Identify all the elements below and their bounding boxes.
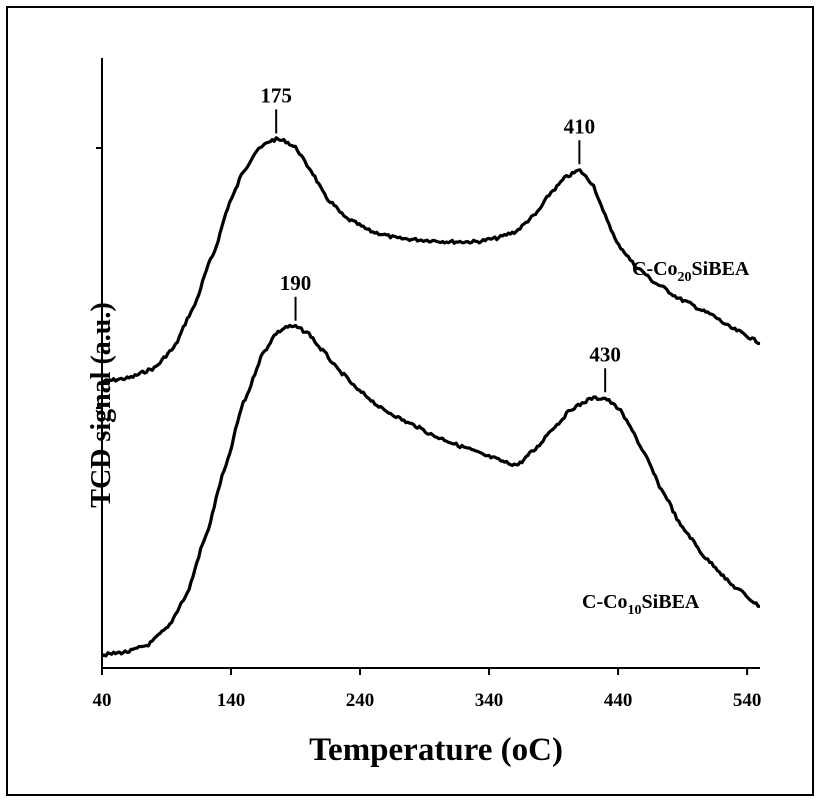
annotation-layer: 175 410 190 430 bbox=[260, 83, 621, 393]
peak-label: 175 bbox=[260, 83, 292, 107]
y-axis-title: TCD signal (a.u.) bbox=[86, 302, 117, 507]
series-label-1: C-Co20SiBEA bbox=[632, 258, 750, 285]
series-line-1 bbox=[102, 136, 761, 384]
series-label-2: C-Co10SiBEA bbox=[582, 591, 700, 618]
axes: 40 140 240 340 440 540 bbox=[93, 58, 762, 711]
series-label-tail: SiBEA bbox=[642, 591, 700, 613]
peak-label: 190 bbox=[280, 271, 312, 295]
x-tick-label: 240 bbox=[346, 690, 375, 711]
peak-label: 430 bbox=[589, 342, 621, 366]
series-layer bbox=[101, 136, 761, 658]
x-tick-label: 340 bbox=[475, 690, 504, 711]
series-label-main: C-Co bbox=[582, 591, 628, 613]
x-tick-label: 440 bbox=[604, 690, 633, 711]
series-label-subscript: 20 bbox=[678, 270, 692, 285]
series-label-main: C-Co bbox=[632, 258, 678, 280]
x-axis-title: Temperature (oC) bbox=[309, 732, 563, 768]
figure-frame bbox=[6, 6, 814, 796]
series-line-2 bbox=[101, 323, 760, 658]
x-tick-label: 40 bbox=[93, 690, 112, 711]
x-tick-label: 540 bbox=[733, 690, 762, 711]
x-tick-label: 140 bbox=[217, 690, 246, 711]
series-label-subscript: 10 bbox=[628, 603, 642, 618]
peak-label: 410 bbox=[564, 114, 596, 138]
series-label-tail: SiBEA bbox=[692, 258, 750, 280]
